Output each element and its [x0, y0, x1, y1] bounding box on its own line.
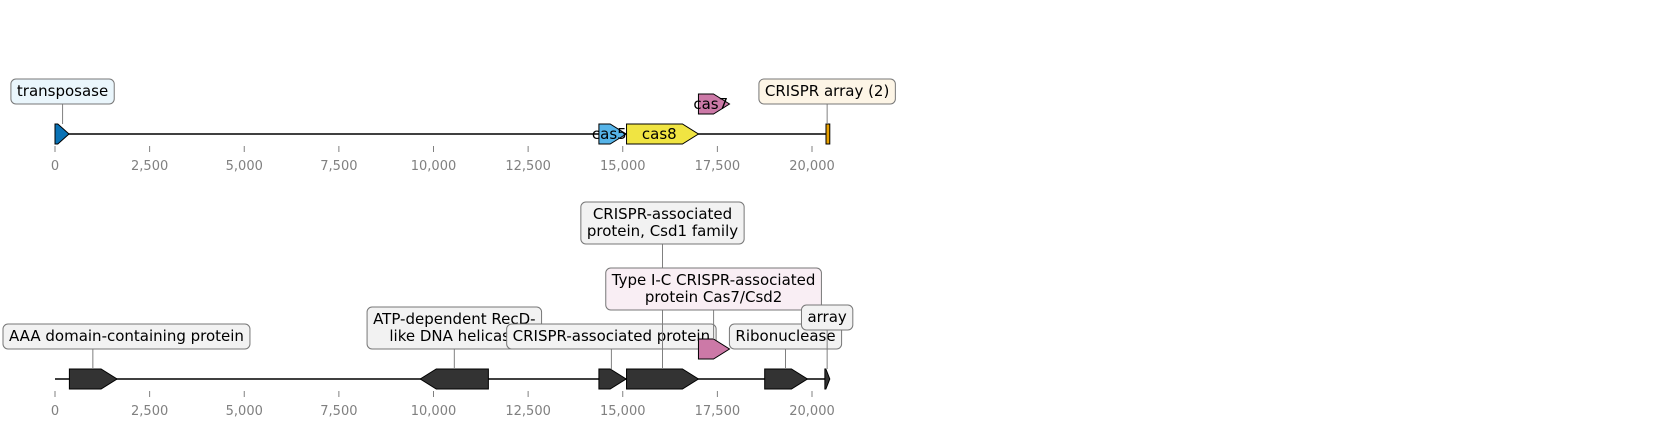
axis-tick-label: 2,500	[131, 404, 168, 419]
callout-text: protein Cas7/Csd2	[645, 288, 783, 306]
axis-tick-label: 7,500	[320, 159, 357, 174]
axis-tick-label: 7,500	[320, 404, 357, 419]
track-1: 0 2,500 5,000 7,500 10,000 12,500 15,000 17,500…	[10, 78, 896, 174]
cas8-gene	[626, 123, 700, 145]
cas7-csd2-gene	[697, 338, 731, 360]
axis-tick-label: 5,000	[226, 404, 263, 419]
aaa-domain-gene	[68, 368, 119, 390]
transposase-gene	[54, 123, 70, 145]
axis-tick-label: 0	[51, 159, 59, 174]
callout-text: Ribonuclease	[735, 327, 835, 345]
array-feature	[824, 368, 831, 390]
axis-tick-label: 12,500	[505, 404, 551, 419]
cas5-gene-label: cas5	[592, 125, 627, 143]
cas5-gene	[598, 123, 628, 145]
crispr-associated-gene	[598, 368, 628, 390]
callout-text: Type I-C CRISPR-associated	[611, 271, 816, 289]
callout-text: protein, Csd1 family	[587, 222, 738, 240]
callout-text: array	[807, 308, 846, 326]
callout-box	[580, 201, 745, 245]
callout-box	[506, 323, 717, 350]
cas7-gene	[697, 93, 731, 115]
axis-tick-label: 15,000	[600, 159, 646, 174]
crispr-array	[825, 123, 831, 145]
callout-box	[605, 267, 822, 311]
callout-box	[800, 304, 854, 331]
callout-text: AAA domain-containing protein	[9, 327, 244, 345]
axis-tick-label: 12,500	[505, 159, 551, 174]
callout-text: ATP-dependent RecD-	[373, 310, 536, 328]
recd-helicase-gene	[419, 368, 489, 390]
callout-text: CRISPR array (2)	[765, 82, 889, 100]
axis-tick-label: 10,000	[411, 404, 457, 419]
axis-tick-label: 17,500	[695, 404, 741, 419]
axis-tick-label: 2,500	[131, 159, 168, 174]
axis-tick-label: 17,500	[695, 159, 741, 174]
callout-text: transposase	[17, 82, 108, 100]
axis-tick-label: 20,000	[789, 159, 835, 174]
callout-text: CRISPR-associated	[593, 205, 732, 223]
callout-box	[2, 323, 251, 350]
cas8-gene-label: cas8	[642, 125, 677, 143]
axis-tick-label: 10,000	[411, 159, 457, 174]
axis-tick-label: 15,000	[600, 404, 646, 419]
axis-tick-label: 20,000	[789, 404, 835, 419]
ribonuclease-gene	[764, 368, 809, 390]
csd1-gene	[626, 368, 700, 390]
callout-box	[758, 78, 896, 105]
callout-box	[10, 78, 115, 105]
track-2: 0 2,500 5,000 7,500 10,000 12,500 15,000 17,500…	[2, 201, 854, 419]
callout-text: like DNA helicase	[389, 327, 519, 345]
callout-text: CRISPR-associated protein	[513, 327, 710, 345]
cas7-gene-label: cas7	[693, 95, 728, 113]
axis-tick-label: 0	[51, 404, 59, 419]
axis-tick-label: 5,000	[226, 159, 263, 174]
